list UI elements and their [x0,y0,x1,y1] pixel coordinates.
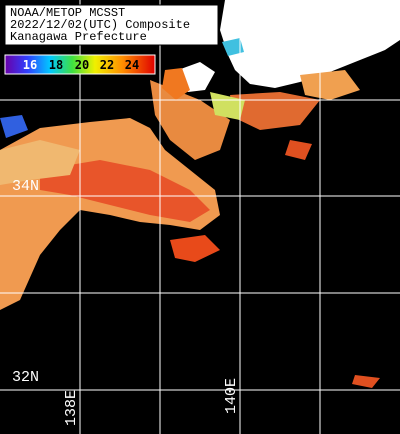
lon-label: 138E [63,390,80,426]
colorbar [4,54,156,75]
lon-label: 140E [223,378,240,414]
colorbar-label: 20 [75,58,89,72]
header-line: 2022/12/02(UTC) Composite [10,18,190,32]
colorbar-label: 22 [100,58,114,72]
colorbar-label: 18 [49,58,63,72]
header-line: NOAA/METOP MCSST [10,6,125,20]
header-box [4,4,219,46]
colorbar-label: 16 [23,58,37,72]
header-line: Kanagawa Prefecture [10,30,147,44]
lat-label: 32N [12,369,39,386]
colorbar-label: 24 [125,58,139,72]
lat-label: 34N [12,178,39,195]
